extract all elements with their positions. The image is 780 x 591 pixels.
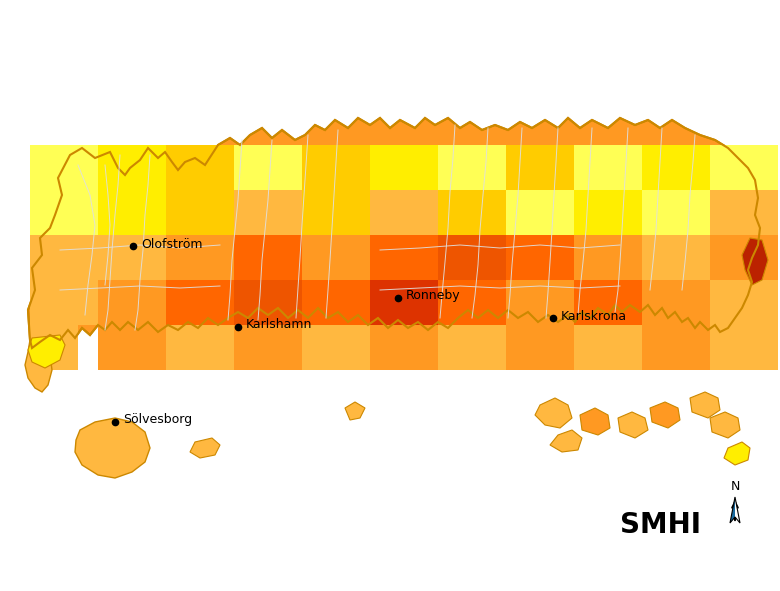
Bar xyxy=(574,145,642,190)
Bar xyxy=(302,145,370,190)
Bar xyxy=(574,235,642,280)
Polygon shape xyxy=(690,392,720,418)
Bar xyxy=(234,280,302,325)
Polygon shape xyxy=(28,335,65,368)
Bar xyxy=(710,235,778,280)
Polygon shape xyxy=(730,497,735,523)
Bar xyxy=(30,280,98,325)
Bar xyxy=(302,325,370,370)
Bar xyxy=(166,325,234,370)
Polygon shape xyxy=(28,118,760,348)
Polygon shape xyxy=(724,442,750,465)
Bar xyxy=(302,280,370,325)
Bar xyxy=(98,235,166,280)
Bar xyxy=(642,235,710,280)
Bar xyxy=(234,235,302,280)
Bar xyxy=(234,145,302,190)
Bar xyxy=(438,145,506,190)
Bar xyxy=(166,145,234,190)
Bar xyxy=(166,235,234,280)
Bar xyxy=(370,145,438,190)
Bar xyxy=(302,235,370,280)
Bar xyxy=(30,235,98,280)
Bar xyxy=(506,190,574,235)
Bar xyxy=(438,190,506,235)
Bar xyxy=(98,145,166,190)
Polygon shape xyxy=(580,408,610,435)
Bar xyxy=(438,235,506,280)
Bar xyxy=(98,280,166,325)
Bar xyxy=(30,325,77,370)
Bar xyxy=(438,280,506,325)
Bar xyxy=(574,190,642,235)
Bar xyxy=(370,235,438,280)
Bar xyxy=(370,280,438,325)
Polygon shape xyxy=(345,402,365,420)
Text: Karlskrona: Karlskrona xyxy=(561,310,627,323)
Bar xyxy=(574,325,642,370)
Bar xyxy=(506,325,574,370)
Bar xyxy=(642,145,710,190)
Bar xyxy=(166,280,234,325)
Bar xyxy=(438,325,506,370)
Text: N: N xyxy=(730,480,739,493)
Bar xyxy=(506,145,574,190)
Bar xyxy=(166,190,234,235)
Bar xyxy=(370,325,438,370)
Text: Sölvesborg: Sölvesborg xyxy=(123,414,192,427)
Bar xyxy=(30,145,98,190)
Bar xyxy=(234,190,302,235)
Polygon shape xyxy=(742,238,768,285)
Polygon shape xyxy=(735,497,740,523)
Bar xyxy=(98,190,166,235)
Bar xyxy=(234,325,302,370)
Bar xyxy=(506,235,574,280)
Polygon shape xyxy=(550,430,582,452)
Text: Ronneby: Ronneby xyxy=(406,290,461,303)
Bar xyxy=(506,280,574,325)
Bar xyxy=(302,190,370,235)
Polygon shape xyxy=(618,412,648,438)
Text: Olofström: Olofström xyxy=(141,238,203,251)
Text: SMHI: SMHI xyxy=(619,511,700,539)
Bar xyxy=(710,190,778,235)
Polygon shape xyxy=(75,418,150,478)
Bar xyxy=(642,280,710,325)
Bar xyxy=(30,190,98,235)
Bar xyxy=(642,325,710,370)
Bar xyxy=(370,190,438,235)
Text: Karlshamn: Karlshamn xyxy=(246,319,312,332)
Bar xyxy=(642,190,710,235)
Bar xyxy=(710,145,778,190)
Bar xyxy=(98,325,166,370)
Polygon shape xyxy=(25,340,52,392)
Bar xyxy=(574,280,642,325)
Polygon shape xyxy=(650,402,680,428)
Polygon shape xyxy=(190,438,220,458)
Polygon shape xyxy=(710,412,740,438)
Bar xyxy=(710,280,778,325)
Polygon shape xyxy=(535,398,572,428)
Bar xyxy=(710,325,778,370)
